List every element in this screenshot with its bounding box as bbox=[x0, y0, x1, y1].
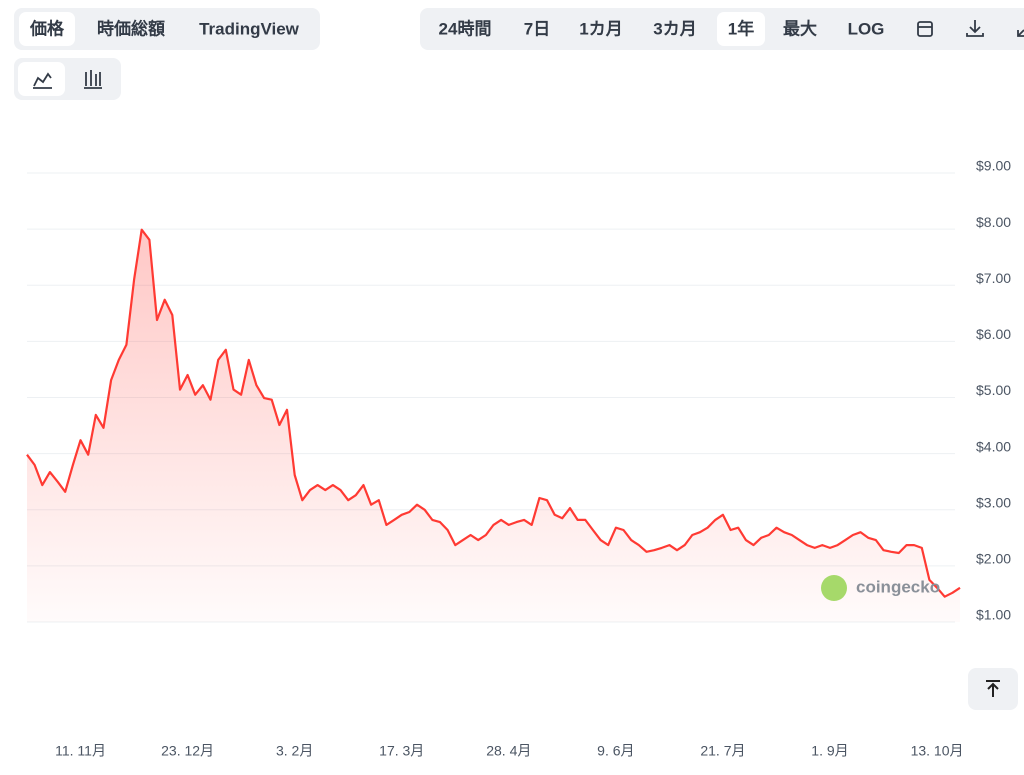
line-style-button[interactable] bbox=[18, 62, 65, 96]
area-fill bbox=[27, 229, 960, 622]
download-icon[interactable] bbox=[966, 20, 984, 37]
y-tick-label: $7.00 bbox=[976, 270, 1011, 286]
y-tick-label: $1.00 bbox=[976, 607, 1011, 623]
range-button[interactable]: 1カ月 bbox=[579, 19, 622, 38]
range-button[interactable]: 最大 bbox=[783, 18, 817, 38]
x-tick-label: 3. 2月 bbox=[276, 743, 313, 759]
x-tick-label: 28. 4月 bbox=[486, 743, 531, 759]
x-tick-label: 9. 6月 bbox=[597, 743, 634, 759]
y-tick-label: $3.00 bbox=[976, 494, 1011, 510]
y-tick-label: $6.00 bbox=[976, 326, 1011, 342]
line-icon bbox=[33, 72, 52, 89]
range-button[interactable]: 24時間 bbox=[439, 18, 492, 38]
range-button[interactable]: 7日 bbox=[524, 19, 550, 38]
calendar-icon[interactable] bbox=[917, 21, 933, 37]
tab[interactable]: 時価総額 bbox=[97, 18, 165, 38]
tab[interactable]: TradingView bbox=[199, 19, 300, 38]
tab-active-bg bbox=[19, 12, 75, 46]
watermark: coingecko bbox=[856, 577, 940, 596]
candle-icon[interactable] bbox=[84, 70, 102, 89]
y-tick-label: $8.00 bbox=[976, 214, 1011, 230]
y-tick-label: $5.00 bbox=[976, 382, 1011, 398]
y-tick-label: $4.00 bbox=[976, 438, 1011, 454]
tab[interactable]: 価格 bbox=[29, 18, 65, 38]
expand-icon[interactable] bbox=[1017, 29, 1024, 37]
plot-area: $1.00 $2.00 $3.00 $4.00 $5.00 $6.00 $7.00 $8.00… bbox=[26, 158, 1011, 759]
y-tick-label: $9.00 bbox=[976, 158, 1011, 174]
range-active-bg bbox=[717, 12, 765, 46]
x-tick-label: 23. 12月 bbox=[161, 743, 214, 759]
range-button[interactable]: 3カ月 bbox=[653, 19, 696, 38]
tab-bar bbox=[14, 8, 320, 50]
watermark-logo bbox=[821, 575, 847, 601]
arrow-up-icon bbox=[986, 680, 1000, 697]
x-tick-label: 1. 9月 bbox=[811, 743, 848, 759]
x-tick-label: 21. 7月 bbox=[700, 743, 745, 759]
x-tick-label: 17. 3月 bbox=[379, 743, 424, 759]
y-tick-label: $2.00 bbox=[976, 551, 1011, 567]
range-button[interactable]: LOG bbox=[848, 19, 885, 38]
x-tick-label: 13. 10月 bbox=[911, 743, 964, 759]
range-button[interactable]: 1年 bbox=[728, 18, 754, 38]
price-line bbox=[26, 228, 961, 598]
x-tick-label: 11. 11月 bbox=[55, 743, 106, 759]
